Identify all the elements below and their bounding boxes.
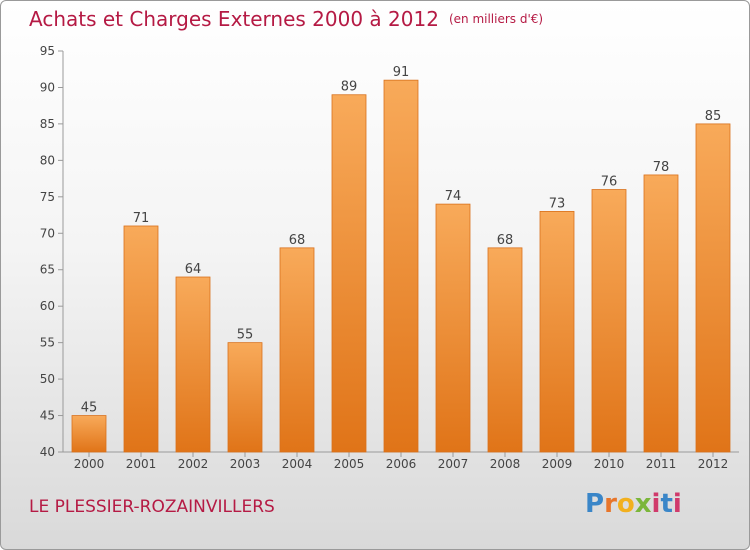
y-tick-label: 90 xyxy=(40,80,55,94)
y-tick-label: 65 xyxy=(40,263,55,277)
axes: 40 45 50 55 60 65 70 75 80 85 90 95 2000 2001 2002 2003… xyxy=(40,44,739,471)
data-label: 71 xyxy=(133,211,150,226)
data-label: 68 xyxy=(497,233,514,248)
x-tick-label: 2011 xyxy=(646,457,677,471)
data-label: 76 xyxy=(601,175,618,190)
proxiti-logo: Proxiti xyxy=(585,489,682,519)
bar xyxy=(695,123,731,453)
chart-title: Achats et Charges Externes 2000 à 2012 (e… xyxy=(29,7,543,31)
x-tick-label: 2001 xyxy=(126,457,157,471)
location-label: LE PLESSIER-ROZAINVILLERS xyxy=(29,497,275,517)
data-label: 85 xyxy=(705,109,722,124)
data-label: 73 xyxy=(549,196,566,211)
y-tick-label: 40 xyxy=(40,445,55,459)
bars-group xyxy=(71,79,731,453)
y-tick-label: 75 xyxy=(40,190,55,204)
x-tick-label: 2007 xyxy=(438,457,469,471)
bar xyxy=(227,342,263,453)
y-tick-label: 60 xyxy=(40,299,55,313)
x-tick-label: 2004 xyxy=(282,457,313,471)
bar xyxy=(435,203,471,453)
y-tick-label: 50 xyxy=(40,372,55,386)
bar xyxy=(71,415,107,453)
data-label: 68 xyxy=(289,233,306,248)
bar xyxy=(331,94,367,453)
x-tick-label: 2003 xyxy=(230,457,261,471)
data-labels-group: 45 71 64 55 68 89 91 74 68 73 76 78 85 xyxy=(81,65,722,415)
bar xyxy=(643,174,679,453)
bar xyxy=(487,247,523,453)
data-label: 55 xyxy=(237,328,254,343)
y-tick-label: 95 xyxy=(40,44,55,58)
bar xyxy=(539,210,575,453)
bar xyxy=(279,247,315,453)
y-tick-label: 85 xyxy=(40,117,55,131)
x-tick-label: 2005 xyxy=(334,457,365,471)
bar xyxy=(591,189,627,453)
bar xyxy=(123,225,159,453)
title-text: Achats et Charges Externes 2000 à 2012 xyxy=(29,7,439,31)
data-label: 64 xyxy=(185,262,202,277)
y-tick-label: 45 xyxy=(40,409,55,423)
y-tick-label: 55 xyxy=(40,336,55,350)
x-tick-label: 2012 xyxy=(698,457,729,471)
data-label: 74 xyxy=(445,189,462,204)
x-tick-label: 2002 xyxy=(178,457,209,471)
x-tick-label: 2008 xyxy=(490,457,521,471)
x-tick-label: 2000 xyxy=(74,457,105,471)
bar xyxy=(175,276,211,453)
x-tick-label: 2009 xyxy=(542,457,573,471)
unit-label: (en milliers d'€) xyxy=(448,12,544,26)
data-label: 91 xyxy=(393,65,410,80)
data-label: 45 xyxy=(81,401,98,416)
y-tick-label: 80 xyxy=(40,153,55,167)
bar xyxy=(383,79,419,453)
data-label: 89 xyxy=(341,80,358,95)
x-tick-label: 2010 xyxy=(594,457,625,471)
data-label: 78 xyxy=(653,160,670,175)
x-tick-label: 2006 xyxy=(386,457,417,471)
y-tick-label: 70 xyxy=(40,226,55,240)
